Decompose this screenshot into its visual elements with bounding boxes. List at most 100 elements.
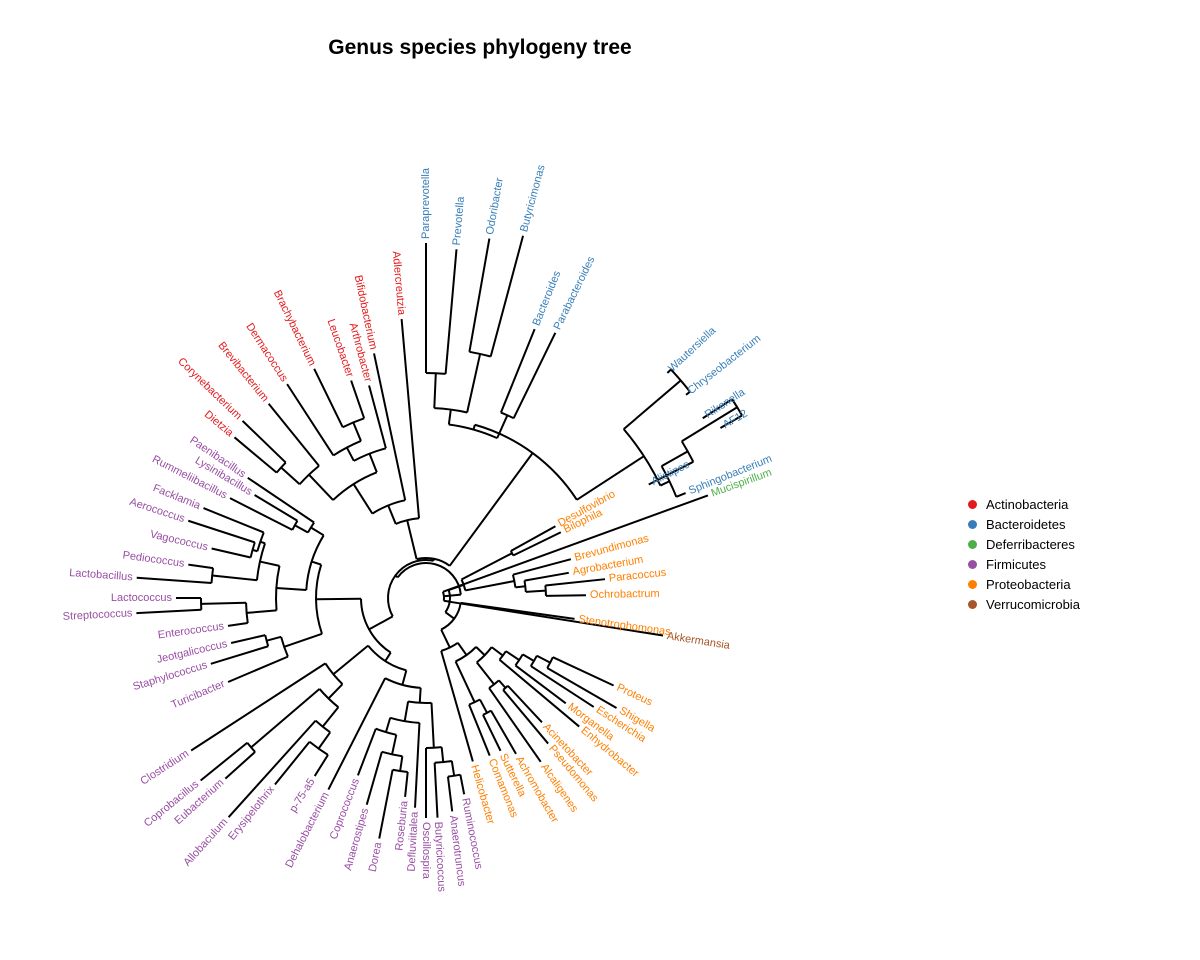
tree-branch (440, 629, 451, 649)
tree-branch (267, 403, 320, 467)
tree-arc (392, 768, 408, 774)
tree-arc (256, 532, 265, 552)
tree-branch (313, 754, 329, 777)
tree-branch (313, 368, 344, 428)
leaf-label: Brachybacterium (271, 288, 318, 367)
tree-arc (315, 564, 323, 635)
tree-branch (491, 646, 504, 657)
tree-arc (307, 521, 315, 534)
tree-branch (403, 701, 410, 722)
legend-label: Proteobacteria (986, 576, 1071, 592)
tree-branch (666, 368, 672, 374)
tree-branch (489, 235, 525, 357)
tree-branch (440, 747, 445, 763)
legend-swatch (968, 519, 977, 529)
tree-branch (224, 751, 256, 780)
tree-branch (203, 507, 265, 534)
tree-branch (283, 632, 323, 648)
tree-branch (659, 480, 670, 487)
tree-branch (259, 560, 280, 567)
legend-swatch (968, 559, 977, 569)
leaf-label: Lactobacillus (69, 567, 134, 583)
tree-branch (404, 771, 409, 798)
tree-arc (353, 447, 387, 462)
tree-arc (264, 634, 270, 647)
tree-arc (529, 655, 538, 667)
tree-branch (399, 756, 404, 772)
tree-branch (488, 687, 542, 763)
tree-arc (444, 589, 451, 613)
tree-branch (502, 689, 549, 745)
tree-branch (475, 661, 495, 686)
tree-branch (459, 774, 466, 795)
tree-arc (305, 534, 325, 591)
tree-branch (490, 710, 517, 755)
tree-branch (266, 635, 282, 642)
tree-branch (433, 762, 439, 818)
tree-branch (327, 683, 344, 700)
tree-branch (317, 731, 331, 750)
tree-branch (227, 719, 317, 818)
chart-title: Genus species phylogeny tree (328, 36, 632, 59)
tree-arc (511, 574, 517, 588)
tree-branch (499, 328, 536, 413)
tree-arc (387, 559, 434, 617)
leaf-label: Ochrobactrum (590, 588, 660, 601)
tree-branch (530, 665, 595, 708)
tree-branch (443, 593, 461, 598)
tree-branch (515, 585, 526, 589)
tree-branch (702, 398, 733, 420)
tree-branch (276, 587, 307, 592)
tree-branch (468, 238, 491, 352)
tree-branch (365, 751, 383, 805)
tree-arc (314, 719, 331, 734)
tree-branch (311, 560, 322, 566)
leaf-label: Vagococcus (149, 528, 210, 553)
tree-branch (414, 722, 421, 808)
tree-branch (512, 332, 557, 419)
tree-branch (286, 383, 335, 456)
tree-branch (460, 601, 575, 620)
tree-branch (576, 455, 645, 501)
tree-branch (447, 409, 452, 425)
tree-branch (280, 466, 301, 485)
tree-branch (315, 597, 362, 601)
tree-branch (378, 769, 394, 839)
tree-branch (406, 520, 418, 560)
legend-swatch (968, 579, 977, 589)
tree-branch (514, 664, 567, 705)
tree-branch (433, 373, 437, 409)
leaf-label: Paraprevotella (420, 167, 432, 239)
tree-branch (719, 414, 743, 429)
tree-branch (211, 547, 251, 559)
tree-arc (482, 709, 492, 716)
tree-branch (308, 473, 334, 501)
tree-branch (552, 656, 615, 687)
legend-label: Verrucomicrobia (986, 596, 1080, 612)
tree-branch (512, 558, 572, 576)
tree-branch (294, 524, 309, 534)
tree-branch (448, 583, 465, 592)
tree-branch (685, 390, 691, 396)
leaf-label: Enterococcus (157, 620, 225, 641)
tree-arc (324, 662, 344, 685)
tree-branch (241, 420, 287, 464)
tree-arc (488, 679, 500, 689)
legend-item-actinobacteria: Actinobacteria (968, 494, 1080, 514)
tree-branch (661, 450, 689, 467)
leaf-label: Akkermansia (666, 630, 732, 652)
tree-branch (525, 589, 546, 593)
tree-arc (441, 591, 445, 601)
tree-branch (468, 704, 491, 756)
tree-arc (544, 585, 547, 596)
leaf-label: Pediococcus (122, 549, 186, 570)
tree-branch (345, 447, 355, 462)
tree-arc (371, 499, 406, 515)
tree-branch (201, 601, 247, 605)
tree-branch (430, 702, 435, 748)
tree-arc (434, 407, 468, 414)
tree-branch (444, 249, 458, 374)
tree-branch (373, 353, 407, 501)
leaf-label: Butyricicoccus (432, 821, 448, 892)
tree-branch (675, 492, 686, 498)
